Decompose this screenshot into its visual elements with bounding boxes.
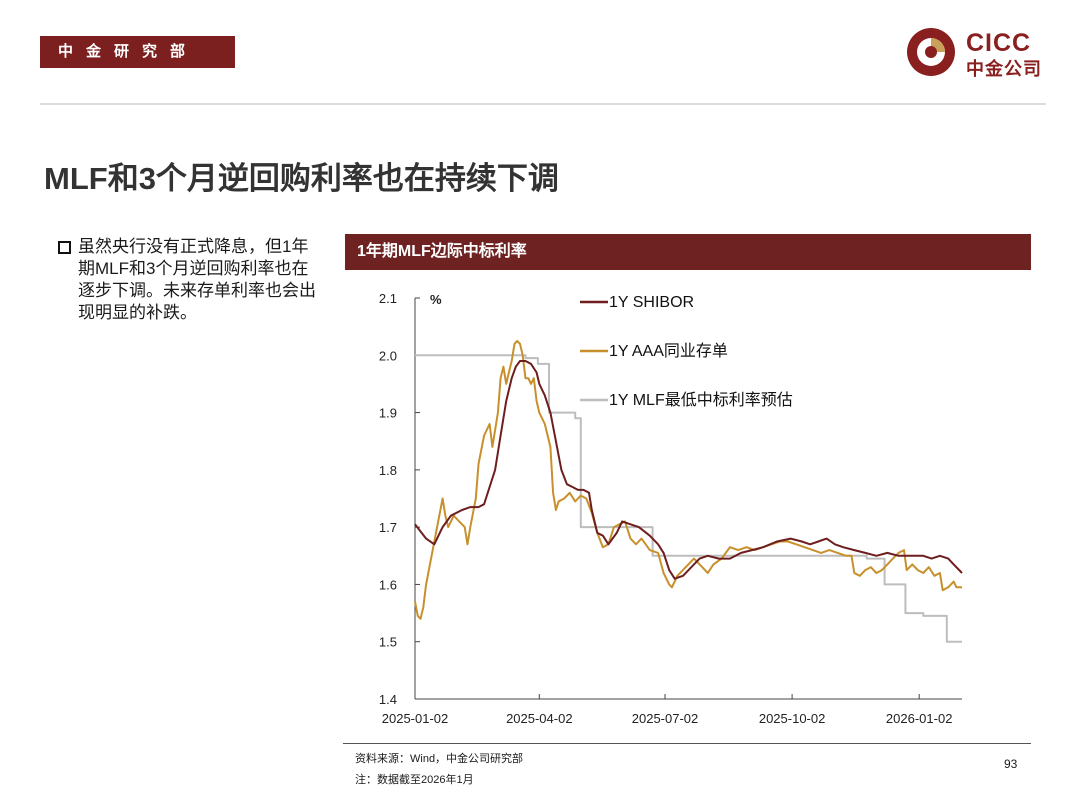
cicc-logo-icon	[907, 28, 955, 76]
chart-header: 1年期MLF边际中标利率	[345, 234, 1031, 270]
bullet-point: 虽然央行没有正式降息，但1年期MLF和3个月逆回购利率也在逐步下调。未来存单利率…	[58, 236, 318, 324]
y-tick-label: 2.1	[379, 291, 397, 306]
cicc-logo: CICC 中金公司	[906, 27, 1046, 81]
y-tick-label: 1.4	[379, 692, 397, 707]
x-tick-label: 2025-10-02	[759, 711, 826, 726]
logo-text-cn: 中金公司	[966, 59, 1042, 79]
footer-divider	[343, 743, 1031, 744]
chart-series	[414, 340, 963, 643]
logo-text-en: CICC	[966, 29, 1032, 57]
y-tick-label: 1.5	[379, 635, 397, 650]
y-tick-label: 1.8	[379, 463, 397, 478]
bullet-square-icon	[58, 241, 71, 254]
legend-label-aaa: 1Y AAA同业存单	[609, 342, 728, 360]
chart-legend: 1Y SHIBOR 1Y AAA同业存单 1Y MLF最低中标利率预估	[580, 294, 793, 409]
page-number: 93	[1004, 757, 1018, 771]
y-tick-label: 1.7	[379, 520, 397, 535]
source-note: 资料来源：Wind，中金公司研究部	[355, 753, 524, 765]
y-tick-label: 1.9	[379, 406, 397, 421]
x-tick-label: 2026-01-02	[886, 711, 953, 726]
chart-axes: 2.1 2.0 1.9 1.8 1.7 1.6 1.5 1.4% 2025-01-02 2025-…	[379, 291, 962, 726]
x-tick-label: 2025-07-02	[632, 711, 699, 726]
header-divider	[40, 103, 1046, 105]
legend-label-shibor: 1Y SHIBOR	[609, 294, 694, 311]
x-tick-label: 2025-04-02	[506, 711, 573, 726]
series-line-shibor	[414, 360, 963, 580]
y-tick-label: 1.6	[379, 577, 397, 592]
y-axis-unit-label: %	[430, 292, 442, 307]
line-chart: 2.1 2.0 1.9 1.8 1.7 1.6 1.5 1.4% 2025-01-02 2025-…	[379, 291, 963, 726]
y-tick-label: 2.0	[379, 348, 397, 363]
department-banner: 中金研究部	[40, 36, 235, 68]
bullet-text: 虽然央行没有正式降息，但1年期MLF和3个月逆回购利率也在逐步下调。未来存单利率…	[78, 237, 316, 322]
page-title: MLF和3个月逆回购利率也在持续下调	[44, 161, 559, 196]
legend-label-mlf: 1Y MLF最低中标利率预估	[609, 391, 793, 409]
series-line-aaa	[414, 340, 962, 620]
x-tick-label: 2025-01-02	[382, 711, 449, 726]
date-note: 注：数据截至2026年1月	[355, 774, 474, 786]
series-line-mlf	[415, 354, 962, 643]
